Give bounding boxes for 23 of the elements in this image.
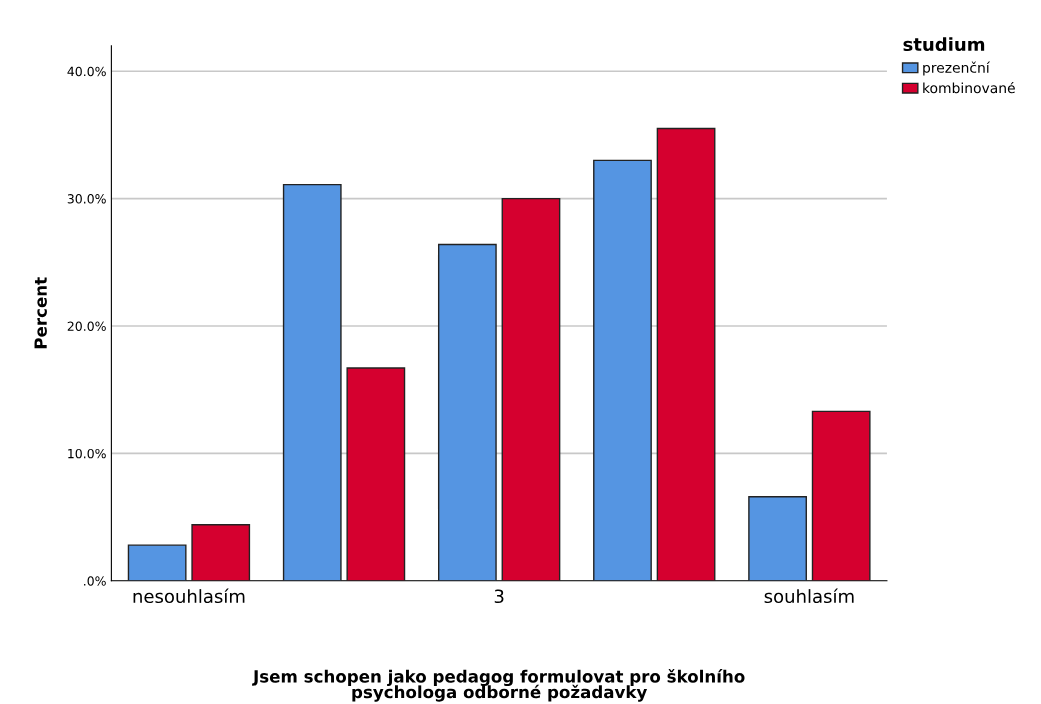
y-tick-label: 10.0% xyxy=(68,448,106,459)
legend-label: prezenční xyxy=(923,61,991,76)
bar xyxy=(748,496,807,581)
x-tick-label: souhlasím xyxy=(764,588,854,604)
bar xyxy=(811,410,871,581)
y-tick-label: 20.0% xyxy=(67,321,106,331)
legend-title: studium xyxy=(903,37,985,52)
bar xyxy=(191,524,251,581)
x-axis-title: Jsem schopen jako pedagog formulovat pro školního psychologa odborné požadavky xyxy=(252,669,745,702)
bar xyxy=(656,127,716,581)
bar xyxy=(437,243,497,581)
y-axis-title: Percent xyxy=(34,277,47,349)
bar xyxy=(593,159,652,581)
x-tick-label: nesouhlasím xyxy=(133,588,245,604)
bar xyxy=(127,544,187,581)
bar xyxy=(346,367,406,581)
y-tick-label: 30.0% xyxy=(67,194,106,204)
y-tick-label: 40.0% xyxy=(67,66,106,77)
x-tick-label: 3 xyxy=(494,589,504,604)
bar xyxy=(282,183,342,581)
bar xyxy=(501,197,561,581)
legend-label: kombinované xyxy=(923,81,1015,94)
y-tick-label: .0% xyxy=(84,576,106,586)
